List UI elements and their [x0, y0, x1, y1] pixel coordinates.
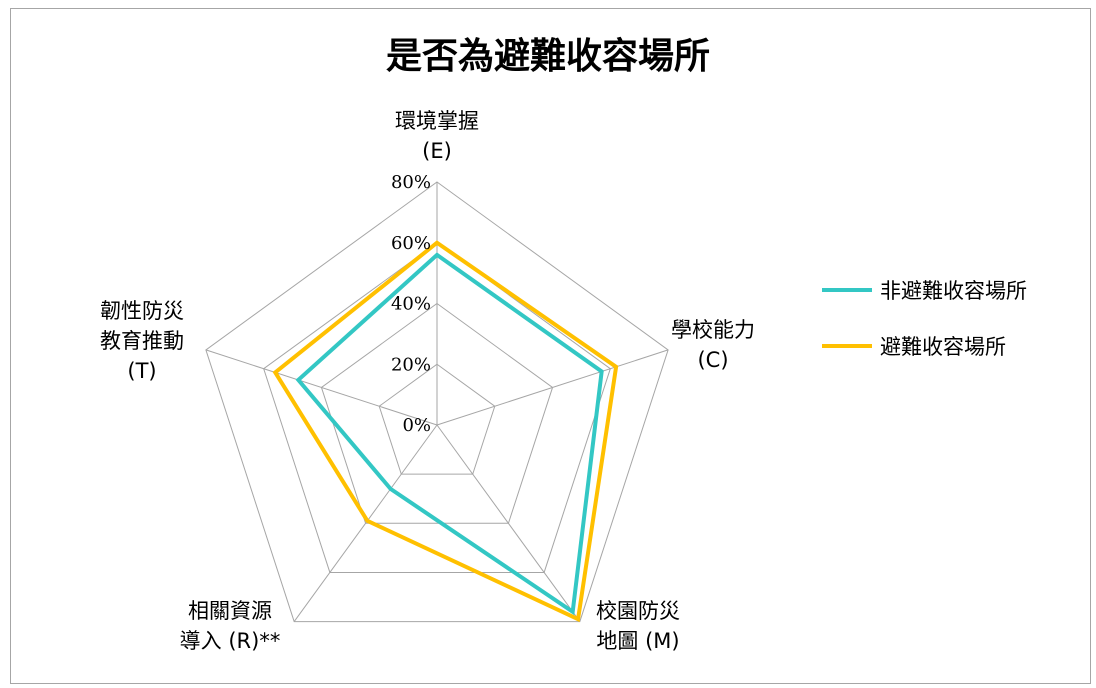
category-label: 韌性防災教育推動 (T): [100, 299, 184, 383]
tick-label: 80%: [391, 172, 431, 193]
tick-label: 60%: [391, 233, 431, 254]
tick-label: 0%: [402, 415, 431, 436]
chart-frame: [10, 8, 1091, 684]
category-label-line: 環境掌握: [395, 109, 479, 133]
category-label-line: 地圖 (M): [596, 629, 679, 653]
grid-spoke: [436, 424, 581, 622]
legend-label-1: 非避難收容場所: [880, 279, 1027, 303]
category-label-line: 相關資源: [188, 599, 272, 623]
category-label-line: (C): [697, 348, 728, 372]
series-line-1: [295, 252, 604, 616]
category-label-line: (E): [422, 139, 452, 163]
grid-ring: [378, 363, 496, 475]
category-label: 校園防災地圖 (M): [596, 599, 680, 653]
grid-spoke: [293, 424, 438, 622]
category-label: 相關資源導入 (R)**: [180, 599, 281, 653]
series-line-2: [272, 240, 619, 623]
chart-title: 是否為避難收容場所: [386, 36, 710, 77]
category-label: 環境掌握 (E): [395, 109, 479, 163]
category-label-line: (T): [127, 359, 156, 383]
grid-spoke: [436, 349, 669, 426]
category-label-line: 學校能力: [671, 318, 755, 342]
grid-ring: [320, 302, 554, 524]
tick-label: 40%: [391, 294, 431, 315]
category-label-line: 韌性防災: [100, 299, 184, 323]
grid-spoke: [205, 349, 438, 426]
category-label-line: 校園防災: [596, 599, 680, 623]
legend-label-2: 避難收容場所: [880, 335, 1006, 359]
grid-ring: [263, 242, 611, 573]
category-label-line: 導入 (R)**: [180, 629, 281, 653]
category-label: 學校能力 (C): [671, 318, 755, 372]
tick-label: 20%: [391, 354, 431, 375]
grid-ring: [205, 181, 669, 623]
category-label-line: 教育推動: [100, 329, 184, 353]
